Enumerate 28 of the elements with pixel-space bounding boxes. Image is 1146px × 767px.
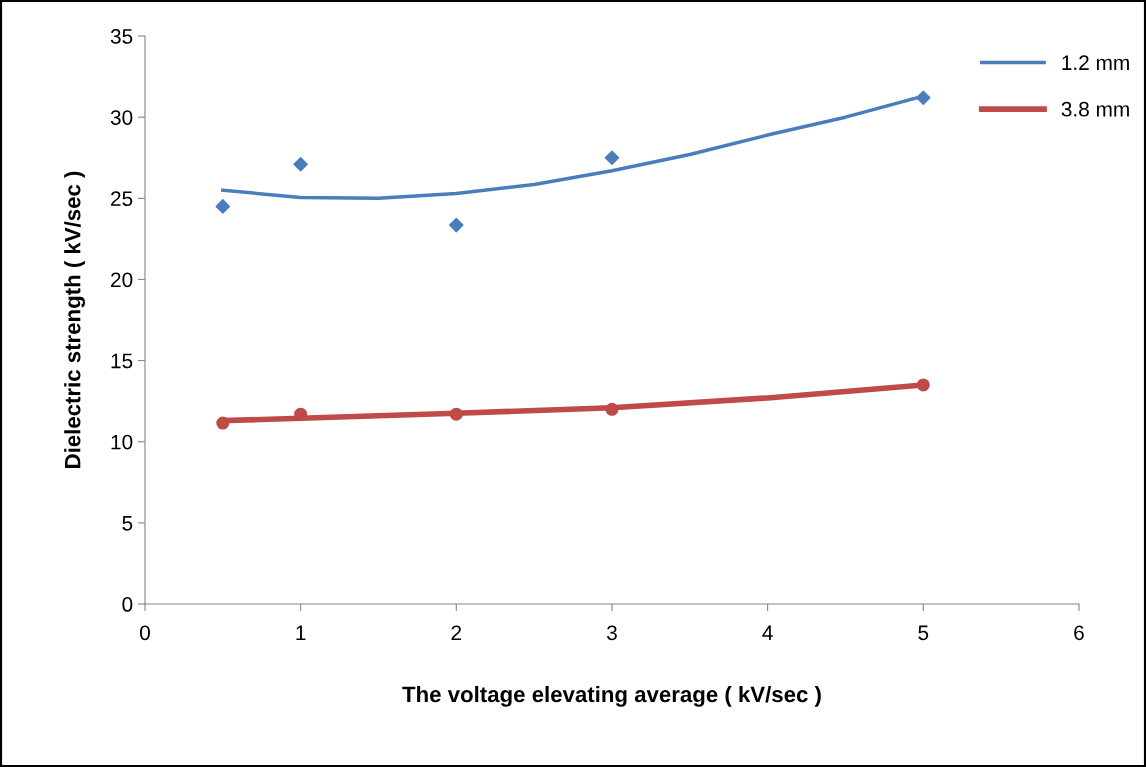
y-tick-label: 25 xyxy=(111,191,133,207)
y-tick-label: 30 xyxy=(110,110,133,125)
x-tick-label: 6 xyxy=(1074,625,1084,641)
point xyxy=(449,217,464,233)
point xyxy=(604,150,620,166)
x-axis-title: The voltage elevating average ( kV/sec ) xyxy=(402,685,821,707)
point xyxy=(216,416,230,430)
y-tick-label: 20 xyxy=(111,272,133,288)
x-tick-label: 5 xyxy=(918,625,929,641)
y-tick-label: 15 xyxy=(111,353,133,369)
point xyxy=(916,378,930,392)
y-tick-label: 35 xyxy=(110,29,133,44)
point xyxy=(449,407,463,421)
point xyxy=(293,156,308,172)
x-tick-label: 2 xyxy=(451,625,462,640)
x-tick-label: 3 xyxy=(606,625,617,641)
x-tick-label: 1 xyxy=(296,625,306,640)
y-tick-label: 5 xyxy=(122,516,133,531)
legend-label: 1.2 mm xyxy=(1062,55,1129,70)
x-tick-label: 0 xyxy=(139,625,150,641)
point xyxy=(215,199,231,214)
x-tick-label: 4 xyxy=(762,625,773,640)
y-axis-title: Dielectric strength ( kV/sec ) xyxy=(64,171,85,468)
point xyxy=(605,402,619,416)
y-tick-label: 10 xyxy=(111,434,133,450)
y-tick-label: 0 xyxy=(122,597,133,612)
legend-label: 3.8 mm xyxy=(1061,101,1129,117)
point xyxy=(916,90,931,105)
